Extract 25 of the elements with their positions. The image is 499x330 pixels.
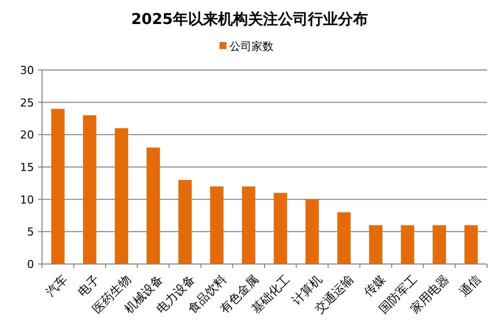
bar — [432, 225, 446, 264]
bar — [400, 225, 414, 264]
bar — [306, 199, 319, 264]
bar — [274, 192, 288, 264]
x-tick-label: 通信 — [456, 272, 484, 300]
bar — [83, 115, 96, 264]
y-tick-label: 30 — [20, 64, 34, 77]
y-tick-label: 20 — [20, 128, 34, 142]
chart-title: 2025年以来机构关注公司行业分布 — [131, 10, 368, 28]
y-tick-label: 5 — [27, 226, 34, 239]
bar — [337, 212, 351, 264]
bar — [210, 186, 224, 264]
bar — [114, 128, 128, 264]
bar — [464, 225, 478, 264]
y-tick-label: 0 — [27, 258, 34, 271]
bar — [242, 186, 256, 264]
bar — [146, 148, 160, 264]
bar — [369, 225, 382, 264]
bar — [178, 180, 192, 264]
y-tick-label: 15 — [20, 161, 34, 174]
y-tick-label: 25 — [20, 96, 34, 110]
y-tick-label: 10 — [20, 193, 34, 206]
bar — [51, 108, 65, 264]
legend-label: 公司家数 — [230, 40, 274, 53]
x-tick-label: 汽车 — [43, 272, 70, 300]
